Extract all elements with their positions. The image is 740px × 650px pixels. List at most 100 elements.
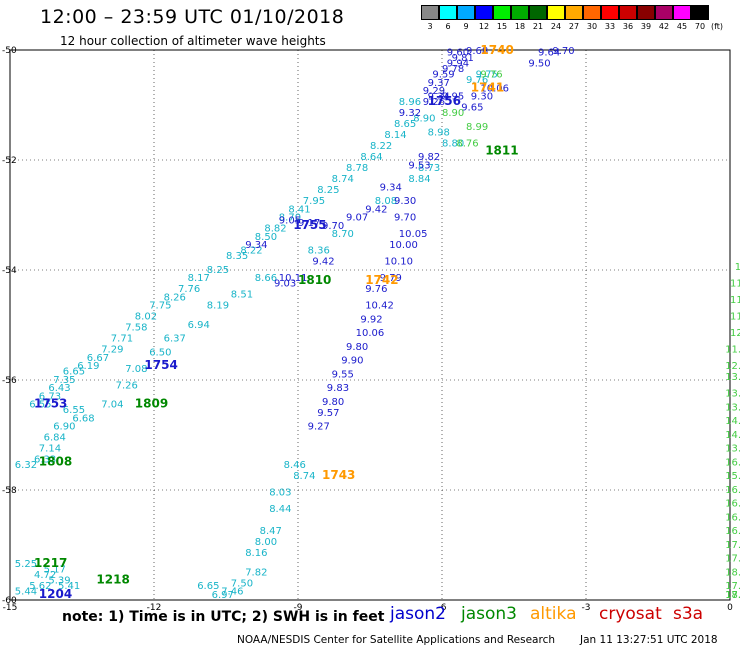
swh-value: 10.42: [365, 301, 394, 312]
x-tick-label: -9: [294, 603, 303, 613]
legend-cryosat: cryosat: [599, 604, 662, 624]
swh-value: 5.62: [29, 581, 51, 592]
swh-value: 8.16: [245, 548, 267, 559]
swh-value: 7.29: [101, 345, 123, 356]
swh-value: 8.25: [207, 265, 229, 276]
chart-title: 12:00 – 23:59 UTC 01/10/2018: [40, 6, 345, 28]
swh-value: 8.41: [288, 204, 310, 215]
colorbar-swatch: [511, 5, 529, 20]
time-label: 1808: [39, 454, 72, 468]
swh-value: 18.45: [725, 567, 740, 578]
swh-value: 13.3: [725, 372, 740, 383]
swh-value: 8.36: [308, 246, 330, 257]
time-label: 1217: [34, 556, 67, 570]
colorbar-label: 21: [532, 22, 544, 31]
swh-value: 9.17: [298, 218, 320, 229]
swh-value: 9.55: [332, 369, 354, 380]
colorbar-swatch: [475, 5, 493, 20]
swh-value: 9.75: [476, 70, 498, 81]
swh-value: 8.51: [231, 290, 253, 301]
swh-value: 17.56: [725, 581, 740, 592]
colorbar-swatch: [457, 5, 475, 20]
colorbar-label: 9: [463, 22, 469, 31]
colorbar-label: 42: [658, 22, 670, 31]
y-tick-label: -60: [2, 596, 17, 606]
swh-value: 8.19: [207, 301, 229, 312]
colorbar-swatch: [529, 5, 547, 20]
y-tick-label: -58: [2, 486, 17, 496]
swh-value: 9.70: [552, 46, 574, 57]
swh-value: 9.30: [394, 196, 416, 207]
swh-value: 8.80: [442, 138, 464, 149]
swh-value: 16.70: [725, 526, 740, 537]
swh-value: 8.70: [332, 229, 354, 240]
x-tick-label: -3: [582, 603, 591, 613]
swh-value: 8.84: [408, 174, 430, 185]
swh-value: 8.00: [255, 537, 277, 548]
y-tick-label: -54: [2, 266, 17, 276]
swh-value: 7.14: [39, 444, 61, 455]
x-tick-label: 0: [727, 603, 733, 613]
swh-value: 8.50: [255, 232, 277, 243]
swh-value: 9.32: [399, 108, 421, 119]
swh-value: 8.66: [255, 273, 277, 284]
x-tick-label: -12: [147, 603, 162, 613]
y-tick-label: -56: [2, 376, 17, 386]
swh-value: 6.55: [29, 400, 51, 411]
swh-value: 9.80: [322, 397, 344, 408]
legend-jason2: jason2: [390, 604, 446, 624]
colorbar-swatch: [421, 5, 439, 20]
swh-value: 10.11: [279, 273, 308, 284]
swh-value: 8.02: [135, 312, 157, 323]
swh-value: 8.14: [384, 130, 406, 141]
swh-value: 16.47: [725, 499, 740, 510]
time-label: 1743: [322, 468, 355, 482]
swh-value: 10.06: [356, 328, 385, 339]
legend-altika: altika: [530, 604, 577, 624]
swh-value: 9.59: [432, 70, 454, 81]
colorbar-swatch: [655, 5, 673, 20]
colorbar-label: 33: [604, 22, 616, 31]
swh-value: 8.96: [399, 97, 421, 108]
swh-value: 6.90: [53, 422, 75, 433]
swh-value: 13.2: [725, 389, 740, 400]
swh-value: 9.92: [360, 314, 382, 325]
colorbar-label: 70: [694, 22, 706, 31]
footnote: note: 1) Time is in UTC; 2) SWH is in fe…: [62, 609, 385, 625]
swh-value: 7.95: [303, 196, 325, 207]
x-tick-label: -6: [438, 603, 447, 613]
swh-value: 7.71: [111, 334, 133, 345]
swh-value: 7.08: [125, 364, 147, 375]
swh-value: 5.39: [48, 576, 70, 587]
swh-value: 8.22: [240, 246, 262, 257]
swh-value: 12: [730, 328, 740, 339]
colorbar-swatch: [493, 5, 511, 20]
colorbar-swatch: [691, 5, 709, 20]
swh-value: 6.65: [197, 581, 219, 592]
swh-value: 9.05: [279, 215, 301, 226]
swh-value: 6.68: [72, 413, 94, 424]
swh-value: 13.70: [725, 402, 740, 413]
swh-value: 17.53: [725, 590, 740, 601]
x-tick-label: -15: [3, 603, 18, 613]
swh-value: 9.34: [245, 240, 267, 251]
swh-value: 8.03: [269, 488, 291, 499]
swh-value: 9.94: [447, 59, 469, 70]
swh-value: 16.46: [725, 457, 740, 468]
swh-value: 9.70: [394, 213, 416, 224]
swh-value: 9.65: [461, 103, 483, 114]
time-label: 1741: [471, 80, 504, 94]
swh-value: 6.43: [48, 383, 70, 394]
swh-value: 8.26: [164, 292, 186, 303]
swh-value: 7.26: [116, 380, 138, 391]
swh-value: 7.46: [221, 587, 243, 598]
swh-value: 8.74: [332, 174, 354, 185]
swh-value: 6.84: [44, 433, 66, 444]
colorbar-label: 27: [568, 22, 580, 31]
swh-value: 6.19: [77, 361, 99, 372]
colorbar-label: 39: [640, 22, 652, 31]
swh-value: 8.74: [293, 471, 315, 482]
swh-value: 8.65: [394, 119, 416, 130]
